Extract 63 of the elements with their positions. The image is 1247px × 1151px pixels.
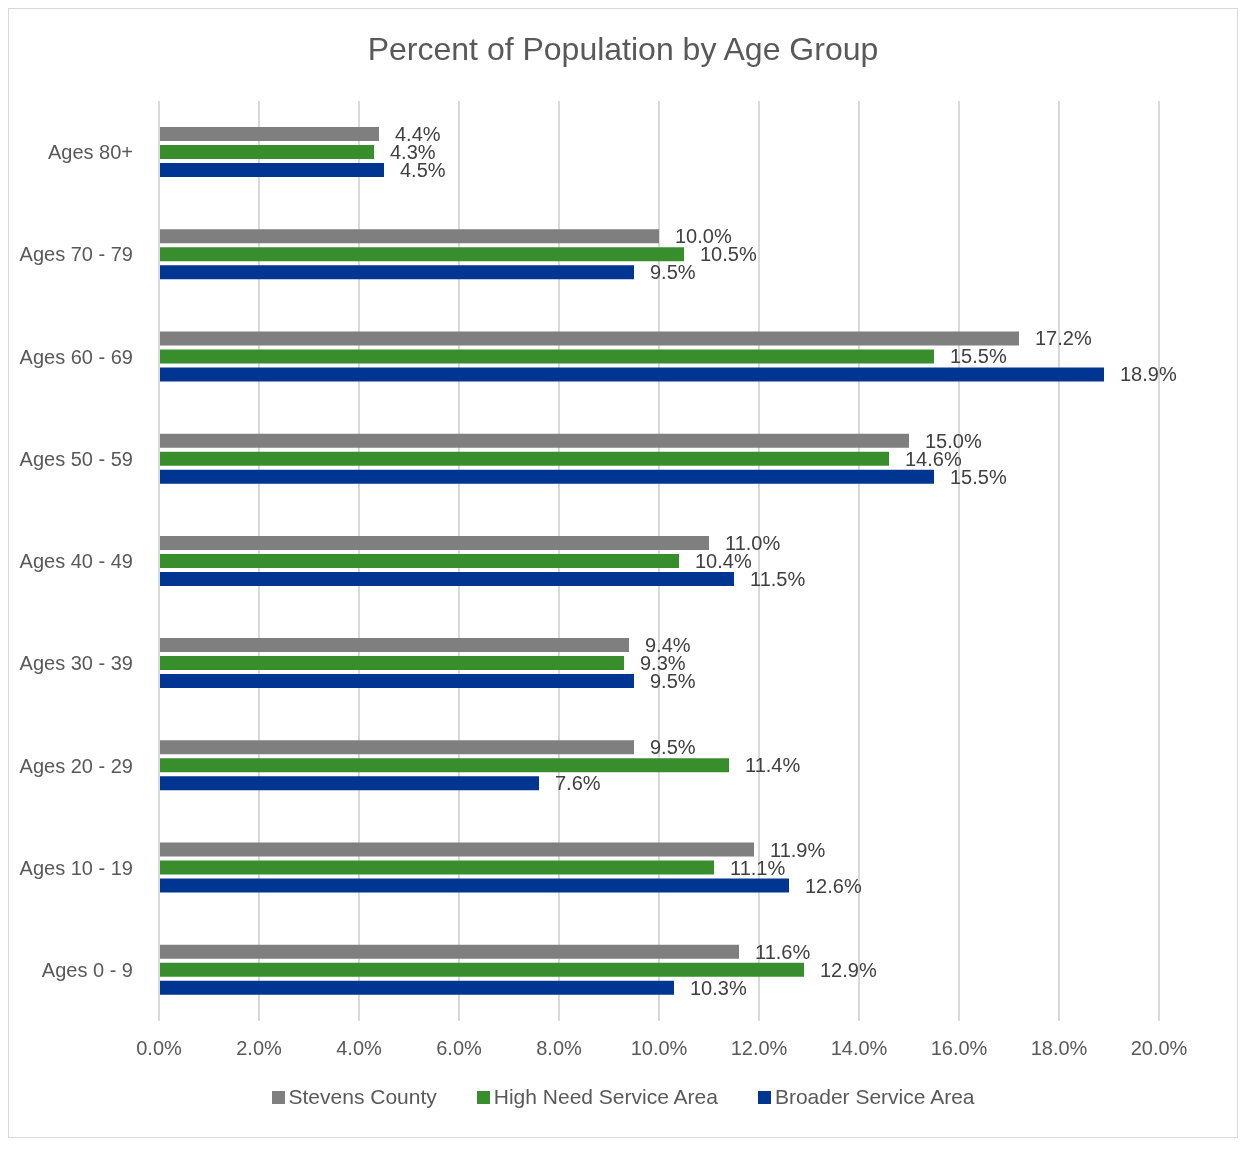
y-tick-label: Ages 60 - 69 [19,345,133,368]
x-tick-label: 0.0% [136,1037,183,1060]
legend-label: Stevens County [288,1085,437,1109]
bar [159,433,909,448]
x-tick-label: 8.0% [536,1037,583,1060]
data-label: 12.9% [820,958,877,981]
bar [159,127,379,141]
x-tick-label: 4.0% [336,1037,383,1060]
bar [159,656,624,671]
data-label: 10.3% [690,976,747,999]
y-tick-label: Ages 50 - 59 [19,447,133,470]
bar [159,247,684,262]
data-label: 11.6% [755,940,811,963]
x-tick-label: 10.0% [630,1037,688,1060]
y-tick-label: Ages 30 - 39 [19,652,133,675]
bar [159,740,634,755]
data-label: 17.2% [1035,327,1092,350]
bar [159,674,634,689]
bar [159,776,539,791]
y-tick-label: Ages 70 - 79 [19,243,133,266]
x-tick-label: 20.0% [1130,1037,1188,1060]
bar [159,878,789,893]
data-label: 7.6% [555,772,601,795]
bar [159,469,934,484]
bar [159,535,709,550]
data-label: 12.6% [805,874,862,897]
legend-label: High Need Service Area [493,1085,718,1109]
bar [159,758,729,773]
bar [159,265,634,280]
y-tick-label: Ages 80+ [47,141,133,164]
bar [159,451,889,466]
chart-title: Percent of Population by Age Group [366,30,880,69]
data-label: 18.9% [1120,363,1177,386]
data-label: 9.5% [650,261,696,284]
bar [159,980,674,995]
x-tick-label: 6.0% [436,1037,483,1060]
x-tick-label: 14.0% [830,1037,888,1060]
x-tick-label: 18.0% [1030,1037,1088,1060]
x-tick-label: 12.0% [730,1037,788,1060]
bar [159,229,659,244]
x-tick-label: 2.0% [236,1037,283,1060]
bar [159,145,374,159]
bar [159,367,1104,382]
y-tick-label: Ages 40 - 49 [19,550,133,573]
bar [159,962,804,977]
y-tick-label: Ages 0 - 9 [41,958,133,981]
data-label: 9.5% [650,736,696,759]
bar [159,331,1019,346]
bar [159,842,754,857]
bar [159,163,384,177]
bar [159,944,739,959]
x-tick-label: 16.0% [930,1037,988,1060]
legend-label: Broader Service Area [774,1085,975,1109]
bar [159,638,629,653]
bar [159,349,934,364]
y-tick-label: Ages 10 - 19 [19,856,133,879]
data-label: 11.5% [750,567,806,590]
bar [159,571,734,586]
data-label: 15.5% [950,345,1007,368]
bar [159,860,714,875]
bar [159,553,679,568]
y-tick-label: Ages 20 - 29 [19,754,133,777]
data-label: 11.4% [745,754,801,777]
